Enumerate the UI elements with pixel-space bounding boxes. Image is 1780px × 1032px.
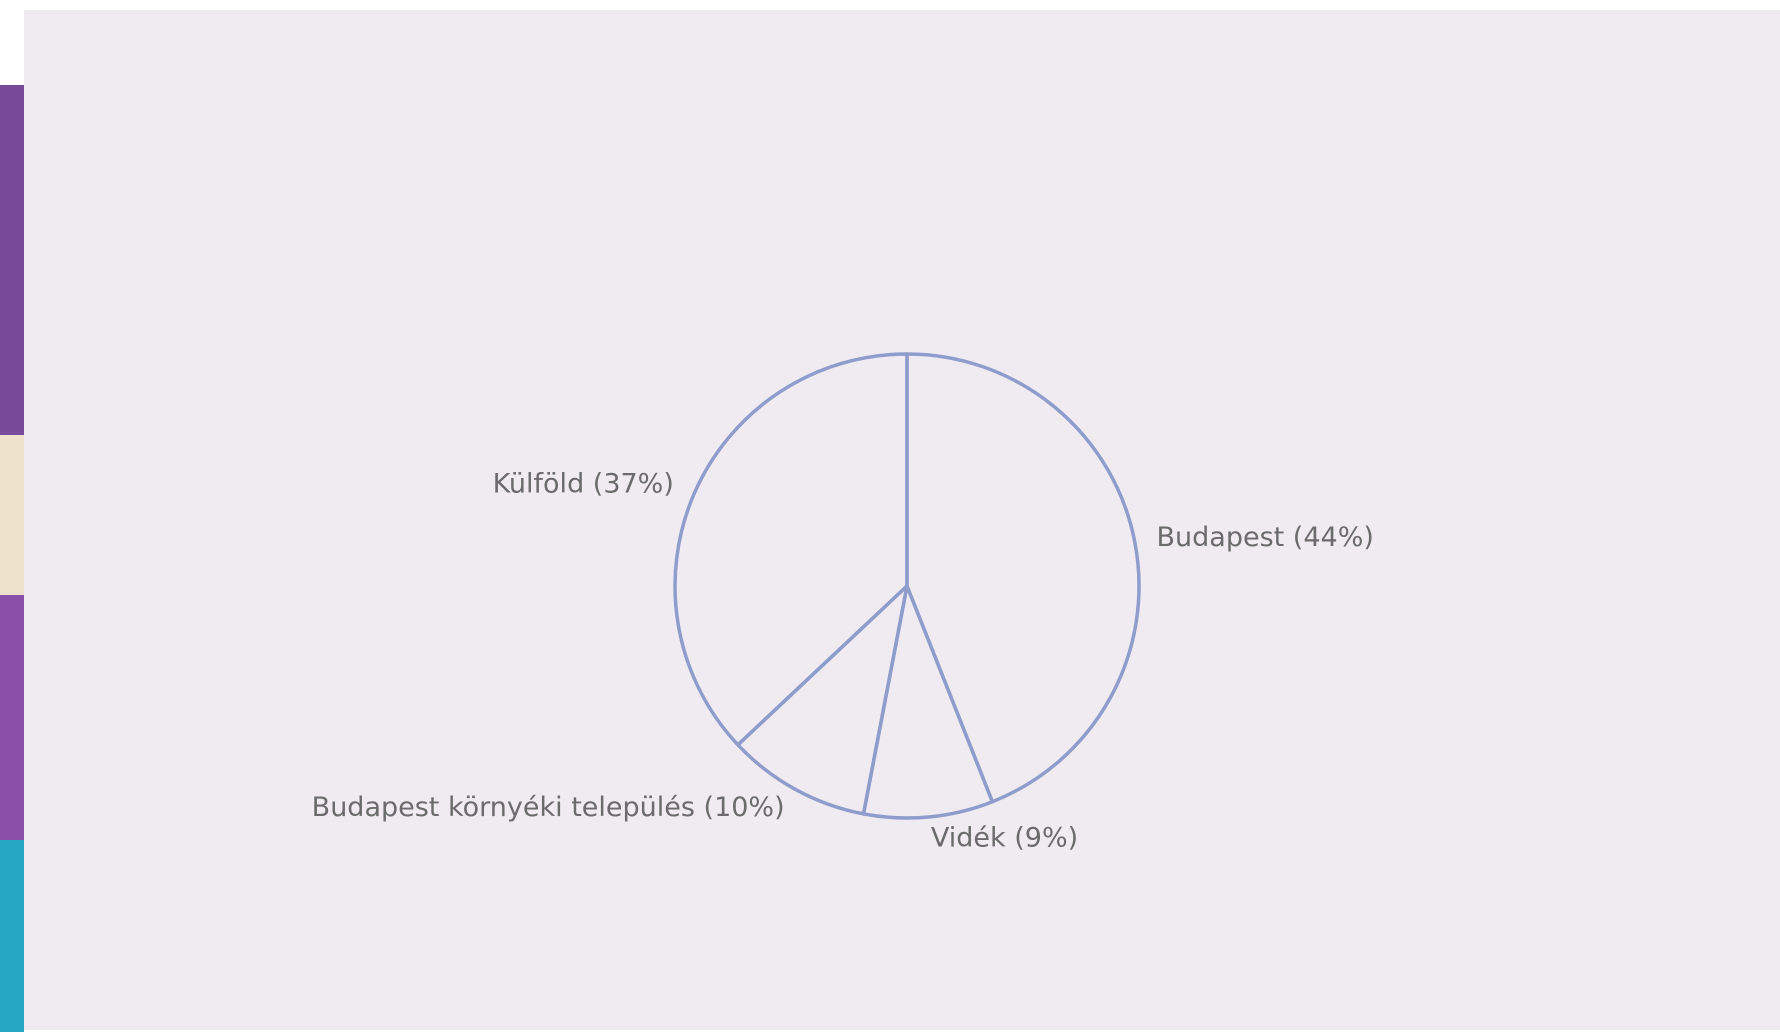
side-strip [0,840,24,1032]
side-strip [0,595,24,840]
slice-label: Vidék (9%) [931,822,1078,853]
side-strip [0,435,24,595]
slice-label: Budapest környéki település (10%) [312,792,785,823]
slice-label: Budapest (44%) [1157,522,1374,553]
pie-slice [673,352,909,747]
pie-slice [861,584,995,820]
pie: Budapest (44%) Vidék (9%) Budapest környék… [312,352,1374,853]
panel [24,10,1780,1030]
slice-label: Külföld (37%) [493,469,674,500]
pie-slice [905,352,1141,804]
pie-slice [736,584,909,816]
side-strip [0,85,24,435]
